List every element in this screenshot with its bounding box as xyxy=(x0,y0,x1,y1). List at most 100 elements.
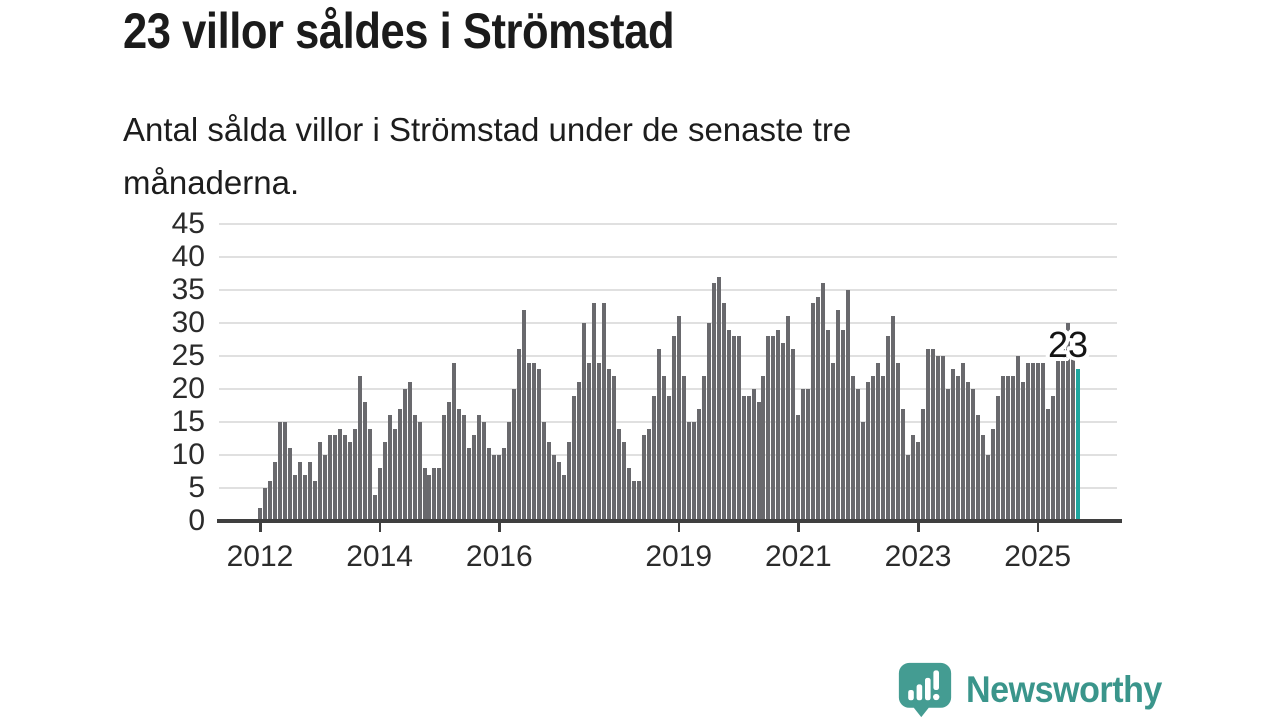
bar-month-31 xyxy=(412,415,417,521)
bar-month-51 xyxy=(512,389,517,521)
bar-month-61 xyxy=(562,474,567,521)
bar-month-136 xyxy=(935,356,940,521)
bar-month-150 xyxy=(1005,375,1010,521)
bar-month-91 xyxy=(711,283,716,521)
bar-month-63 xyxy=(572,395,577,521)
bar-month-53 xyxy=(522,309,527,521)
bar-month-92 xyxy=(716,276,721,521)
bar-month-72 xyxy=(616,428,621,521)
bar-month-1 xyxy=(262,488,267,521)
bar-month-78 xyxy=(646,428,651,521)
bar-month-158 xyxy=(1045,408,1050,521)
bar-month-130 xyxy=(906,455,911,521)
bar-month-107 xyxy=(791,349,796,521)
bar-month-70 xyxy=(606,369,611,521)
gridline-30 xyxy=(219,322,1117,324)
bar-month-97 xyxy=(741,395,746,521)
bar-month-66 xyxy=(587,362,591,521)
gridline-35 xyxy=(219,289,1117,291)
bar-month-133 xyxy=(921,408,925,521)
bar-month-103 xyxy=(771,336,776,521)
bar-month-6 xyxy=(287,448,292,521)
bar-month-120 xyxy=(856,389,861,521)
bar-month-153 xyxy=(1020,382,1025,521)
bar-month-121 xyxy=(861,422,866,521)
bar-month-44 xyxy=(477,415,482,521)
bar-month-116 xyxy=(836,309,841,521)
bar-month-111 xyxy=(811,303,816,521)
x-axis-label-2016: 2016 xyxy=(465,540,533,573)
x-axis-tick-2016 xyxy=(498,523,501,532)
bar-month-76 xyxy=(636,481,641,521)
bar-month-67 xyxy=(591,303,596,521)
bar-month-141 xyxy=(960,362,965,521)
bar-month-149 xyxy=(1000,375,1005,521)
bar-month-19 xyxy=(352,428,357,521)
bar-month-126 xyxy=(886,336,891,521)
bar-month-137 xyxy=(940,356,945,521)
y-axis-label-45: 45 xyxy=(171,207,205,240)
bar-month-2 xyxy=(267,481,272,521)
bar-month-105 xyxy=(781,342,786,521)
bar-month-113 xyxy=(821,283,826,521)
y-axis-label-35: 35 xyxy=(171,273,205,306)
bar-month-117 xyxy=(841,329,846,521)
bar-month-14 xyxy=(327,435,332,521)
bar-month-56 xyxy=(537,369,542,521)
bar-month-41 xyxy=(462,415,467,521)
bar-month-82 xyxy=(666,395,671,521)
bar-month-147 xyxy=(990,428,995,521)
bar-month-104 xyxy=(776,329,781,521)
bar-month-38 xyxy=(447,402,452,521)
bar-month-89 xyxy=(701,375,706,521)
bar-month-26 xyxy=(387,415,392,521)
y-axis-label-20: 20 xyxy=(171,372,205,405)
bar-month-110 xyxy=(806,389,811,521)
bar-month-132 xyxy=(916,441,921,521)
y-axis-label-25: 25 xyxy=(171,339,205,372)
bar-month-88 xyxy=(696,408,701,521)
y-axis-label-0: 0 xyxy=(188,504,205,537)
bar-month-9 xyxy=(302,474,307,521)
bar-month-12 xyxy=(317,441,322,521)
x-axis-label-2014: 2014 xyxy=(346,540,413,573)
bar-month-32 xyxy=(417,422,422,521)
y-axis-label-15: 15 xyxy=(171,405,205,438)
brand-name: Newsworthy xyxy=(966,669,1162,710)
bar-month-18 xyxy=(347,441,352,521)
bar-month-45 xyxy=(482,422,487,521)
bar-month-94 xyxy=(726,329,731,521)
bar-month-15 xyxy=(332,435,337,521)
bar-month-86 xyxy=(686,422,691,521)
bar-month-43 xyxy=(472,435,477,521)
bar-month-144 xyxy=(975,415,980,521)
bar-month-42 xyxy=(467,448,472,521)
bar-month-109 xyxy=(801,389,806,521)
bar-month-73 xyxy=(621,441,626,521)
bar-month-71 xyxy=(611,375,616,521)
y-axis-label-30: 30 xyxy=(171,306,205,339)
bar-month-64 xyxy=(577,382,582,521)
bar-month-46 xyxy=(487,448,492,521)
bar-month-0 xyxy=(258,507,262,521)
newsworthy-logo-icon xyxy=(898,662,952,718)
x-axis-tick-2019 xyxy=(677,523,681,532)
y-axis-label-40: 40 xyxy=(171,240,205,273)
bar-month-81 xyxy=(661,375,666,521)
bar-month-134 xyxy=(925,349,930,521)
bar-month-154 xyxy=(1025,362,1030,521)
bar-month-128 xyxy=(896,362,901,521)
bar-month-135 xyxy=(930,349,935,521)
bar-month-68 xyxy=(596,362,601,521)
bar-month-52 xyxy=(517,349,522,521)
bar-month-49 xyxy=(502,448,507,521)
x-axis-label-2025: 2025 xyxy=(1004,540,1072,573)
x-axis-tick-2012 xyxy=(259,523,262,532)
bar-month-17 xyxy=(342,435,347,521)
bar-month-74 xyxy=(626,468,631,521)
bar-month-83 xyxy=(671,336,676,521)
bar-month-21 xyxy=(362,402,367,521)
bar-month-7 xyxy=(292,474,297,521)
y-axis-label-5: 5 xyxy=(188,471,205,504)
bar-month-36 xyxy=(437,468,442,521)
